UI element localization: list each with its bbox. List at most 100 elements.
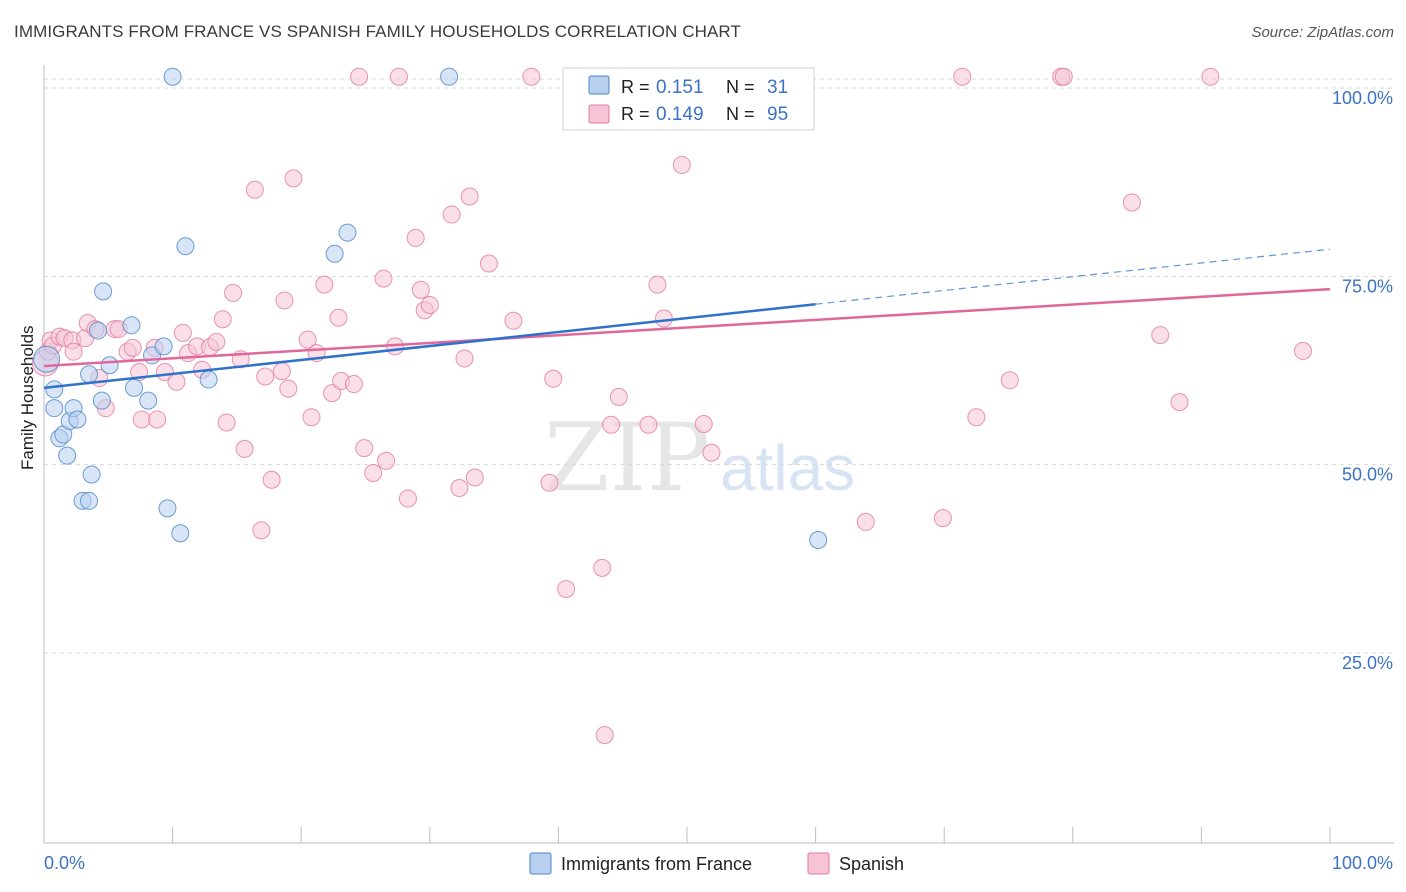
spanish-point bbox=[298, 330, 317, 349]
spanish-point bbox=[364, 463, 383, 482]
x-tick-label-max: 100.0% bbox=[1332, 853, 1393, 873]
france-point bbox=[154, 337, 173, 356]
spanish-point bbox=[377, 451, 396, 470]
spanish-trend-line bbox=[43, 287, 1331, 368]
chart-title: IMMIGRANTS FROM FRANCE VS SPANISH FAMILY… bbox=[14, 22, 741, 41]
france-point bbox=[89, 321, 108, 340]
france-point bbox=[176, 237, 195, 256]
spanish-point bbox=[460, 187, 479, 206]
spanish-point bbox=[694, 414, 713, 433]
spanish-point bbox=[544, 369, 563, 388]
spanish-point bbox=[967, 408, 986, 427]
spanish-point bbox=[504, 311, 523, 330]
spanish-point bbox=[933, 509, 952, 528]
spanish-point bbox=[252, 521, 271, 540]
spanish-point bbox=[213, 310, 232, 329]
legend-n-value-france: 31 bbox=[767, 77, 788, 98]
correlation-legend: R = 0.151 N = 31 R = 0.149 N = 95 bbox=[562, 67, 815, 131]
spanish-point bbox=[479, 254, 498, 273]
spanish-point bbox=[245, 180, 264, 199]
france-point bbox=[325, 244, 344, 263]
spanish-point bbox=[455, 349, 474, 368]
spanish-point bbox=[398, 489, 417, 508]
spanish-point bbox=[329, 308, 348, 327]
spanish-point bbox=[522, 67, 541, 86]
legend-r-value-france: 0.151 bbox=[656, 77, 704, 98]
bottom-legend-label-france: Immigrants from France bbox=[561, 854, 752, 874]
france-point bbox=[80, 491, 99, 510]
france-point bbox=[45, 380, 64, 399]
legend-n-label-spanish: N = bbox=[726, 104, 755, 124]
spanish-point bbox=[639, 415, 658, 434]
y-tick-label: 50.0% bbox=[1342, 465, 1393, 485]
watermark-zip: ZIP bbox=[544, 404, 710, 513]
spanish-point bbox=[272, 362, 291, 381]
series-legend: Immigrants from France Spanish bbox=[529, 852, 904, 875]
spanish-point bbox=[602, 415, 621, 434]
spanish-point bbox=[355, 439, 374, 458]
france-point bbox=[94, 282, 113, 301]
spanish-point bbox=[702, 443, 721, 462]
spanish-point bbox=[411, 280, 430, 299]
spanish-point bbox=[557, 579, 576, 598]
spanish-point bbox=[856, 512, 875, 531]
spanish-point bbox=[64, 342, 83, 361]
france-point bbox=[80, 365, 99, 384]
spanish-point bbox=[123, 338, 142, 357]
y-tick-label: 75.0% bbox=[1342, 276, 1393, 296]
spanish-point bbox=[595, 726, 614, 745]
legend-r-value-spanish: 0.149 bbox=[656, 104, 704, 125]
spanish-point bbox=[1122, 193, 1141, 212]
legend-swatch-spanish bbox=[588, 104, 610, 124]
spanish-point bbox=[262, 470, 281, 489]
spanish-point bbox=[654, 309, 673, 328]
spanish-point bbox=[235, 439, 254, 458]
spanish-point bbox=[256, 367, 275, 386]
spanish-point bbox=[302, 408, 321, 427]
france-trend-extension bbox=[815, 248, 1331, 305]
y-tick-labels: 25.0% 50.0% 75.0% 100.0% bbox=[1332, 88, 1393, 673]
spanish-point bbox=[1054, 67, 1073, 86]
spanish-point bbox=[148, 410, 167, 429]
spanish-point bbox=[279, 379, 298, 398]
spanish-point bbox=[593, 558, 612, 577]
france-point bbox=[68, 410, 87, 429]
france-point bbox=[100, 356, 119, 375]
bottom-legend-label-spanish: Spanish bbox=[839, 854, 904, 874]
spanish-point bbox=[207, 332, 226, 351]
trend-lines bbox=[43, 248, 1331, 390]
spanish-point bbox=[374, 269, 393, 288]
spanish-point bbox=[132, 410, 151, 429]
france-point bbox=[163, 67, 182, 86]
y-tick-label: 25.0% bbox=[1342, 653, 1393, 673]
axes bbox=[43, 65, 1394, 844]
france-point bbox=[125, 378, 144, 397]
spanish-point bbox=[420, 295, 439, 314]
spanish-point bbox=[672, 155, 691, 174]
spanish-point bbox=[323, 384, 342, 403]
legend-r-label-spanish: R = bbox=[621, 104, 650, 124]
france-point bbox=[122, 316, 141, 335]
spanish-point bbox=[465, 468, 484, 487]
france-point bbox=[440, 67, 459, 86]
spanish-point bbox=[275, 291, 294, 310]
spanish-point bbox=[1293, 341, 1312, 360]
france-point bbox=[158, 499, 177, 518]
spanish-point bbox=[389, 67, 408, 86]
spanish-point bbox=[953, 67, 972, 86]
france-point bbox=[139, 391, 158, 410]
legend-swatch-france bbox=[588, 75, 610, 95]
spanish-point bbox=[1151, 326, 1170, 345]
spanish-point bbox=[406, 228, 425, 247]
spanish-point bbox=[1000, 371, 1019, 390]
x-tick-label-min: 0.0% bbox=[44, 853, 85, 873]
spanish-point bbox=[648, 275, 667, 294]
legend-n-label-france: N = bbox=[726, 77, 755, 97]
spanish-point bbox=[1170, 393, 1189, 412]
spanish-point bbox=[344, 375, 363, 394]
legend-n-value-spanish: 95 bbox=[767, 104, 788, 125]
legend-r-label-france: R = bbox=[621, 77, 650, 97]
spanish-point bbox=[540, 473, 559, 492]
france-point bbox=[338, 223, 357, 242]
